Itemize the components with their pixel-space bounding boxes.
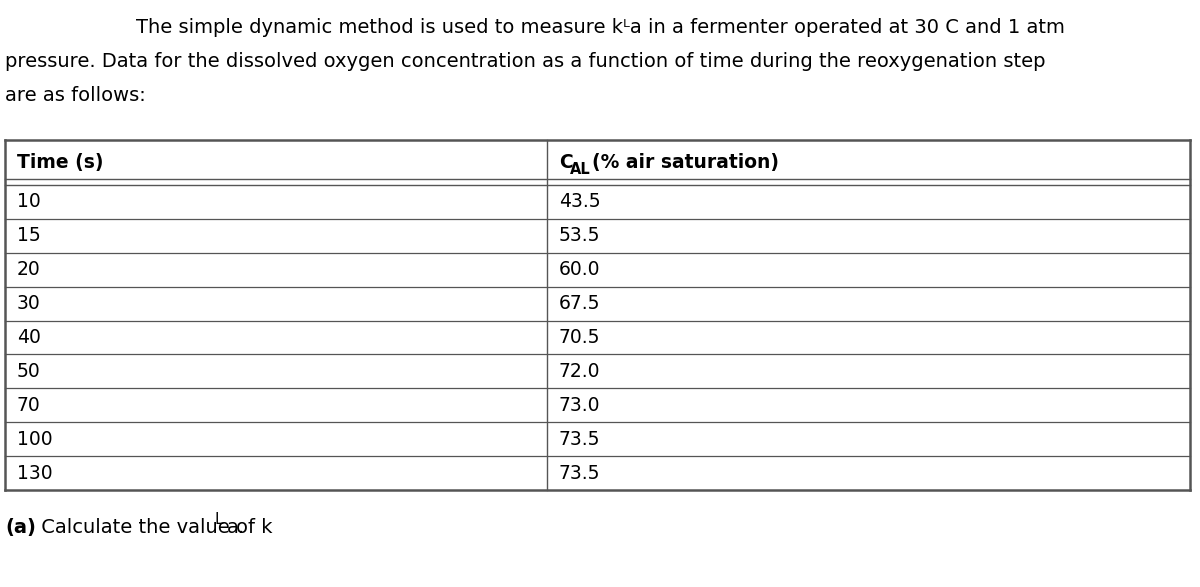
Text: 20: 20 (17, 260, 41, 279)
Text: 50: 50 (17, 362, 41, 381)
Text: 40: 40 (17, 328, 41, 347)
Text: 70.5: 70.5 (559, 328, 600, 347)
Text: L: L (215, 512, 223, 527)
Text: 67.5: 67.5 (559, 294, 600, 313)
Text: 15: 15 (17, 227, 41, 245)
Text: 100: 100 (17, 430, 53, 448)
Text: 10: 10 (17, 193, 41, 211)
Text: (a): (a) (5, 518, 36, 537)
Text: 53.5: 53.5 (559, 227, 600, 245)
Text: 73.5: 73.5 (559, 464, 600, 483)
Text: a.: a. (227, 518, 245, 537)
Text: are as follows:: are as follows: (5, 86, 145, 105)
Text: 130: 130 (17, 464, 53, 483)
Text: 30: 30 (17, 294, 41, 313)
Text: 72.0: 72.0 (559, 362, 600, 381)
Text: The simple dynamic method is used to measure kᴸa in a fermenter operated at 30 C: The simple dynamic method is used to mea… (136, 18, 1064, 37)
Text: 73.0: 73.0 (559, 396, 600, 415)
Text: Time (s): Time (s) (17, 153, 103, 172)
Text: 60.0: 60.0 (559, 260, 600, 279)
Text: 43.5: 43.5 (559, 193, 601, 211)
Text: Calculate the value of k: Calculate the value of k (35, 518, 272, 537)
Text: C: C (559, 153, 572, 172)
Text: 73.5: 73.5 (559, 430, 600, 448)
Text: AL: AL (570, 162, 590, 177)
Text: (% air saturation): (% air saturation) (592, 153, 779, 172)
Text: 70: 70 (17, 396, 41, 415)
Text: pressure. Data for the dissolved oxygen concentration as a function of time duri: pressure. Data for the dissolved oxygen … (5, 52, 1045, 71)
